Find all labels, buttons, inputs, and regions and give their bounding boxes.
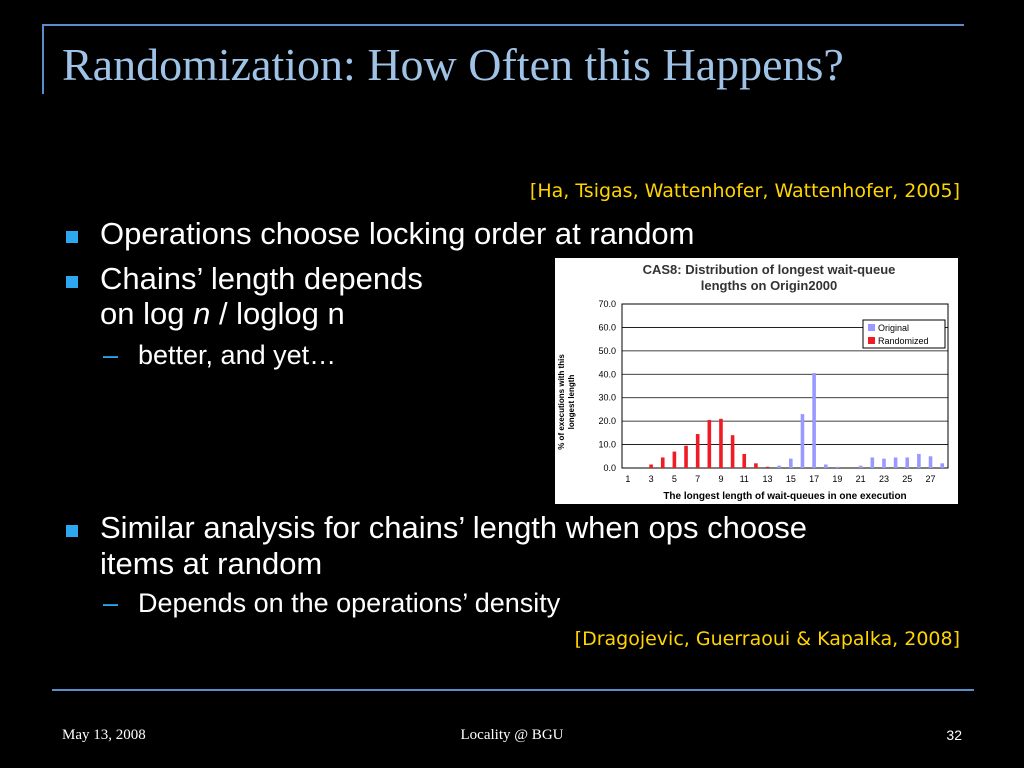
bar-original xyxy=(893,457,898,468)
bar-original xyxy=(870,457,875,468)
y-tick-label: 20.0 xyxy=(598,416,616,426)
legend-swatch-original xyxy=(868,324,875,331)
bar-original xyxy=(800,414,805,468)
bar-randomized xyxy=(684,445,688,468)
slide-title: Randomization: How Often this Happens? xyxy=(62,39,844,90)
footer-center: Locality @ BGU xyxy=(460,727,564,743)
x-tick-label: 27 xyxy=(926,474,936,484)
x-tick-label: 25 xyxy=(902,474,912,484)
bullet-2-line2-prefix: on log xyxy=(100,296,194,331)
x-tick-label: 1 xyxy=(625,474,630,484)
bar-original xyxy=(928,456,933,468)
legend-label-randomized: Randomized xyxy=(878,336,929,346)
x-tick-label: 7 xyxy=(695,474,700,484)
legend-box xyxy=(862,319,946,349)
bullet-3-line2: items at random xyxy=(100,546,323,581)
bullet-2-line2: on log n / loglog n xyxy=(100,296,345,332)
chart-title-line-2: lengths on Origin2000 xyxy=(701,278,838,293)
bar-randomized xyxy=(707,419,712,468)
y-tick-label: 0.0 xyxy=(603,463,616,473)
legend-label-original: Original xyxy=(878,323,909,333)
bar-randomized xyxy=(695,434,700,468)
y-tick-label: 40.0 xyxy=(598,369,616,379)
bar-original xyxy=(777,465,781,468)
bar-randomized xyxy=(754,463,758,468)
bar-randomized xyxy=(730,435,735,468)
y-tick-label: 50.0 xyxy=(598,346,616,356)
x-tick-label: 15 xyxy=(786,474,796,484)
x-tick-label: 17 xyxy=(809,474,819,484)
title-left-rule xyxy=(42,24,44,94)
bullet-2-italic-n: n xyxy=(193,296,211,331)
x-tick-label: 9 xyxy=(718,474,723,484)
bar-chart: CAS8: Distribution of longest wait-queue… xyxy=(555,258,958,504)
x-tick-label: 21 xyxy=(856,474,866,484)
bullet-marker-1 xyxy=(66,231,78,243)
y-tick-labels: 0.0 10.0 20.0 30.0 40.0 50.0 60.0 70.0 xyxy=(598,299,616,473)
footer-page-number: 32 xyxy=(946,727,962,743)
x-tick-label: 11 xyxy=(740,474,749,484)
chart-title-line-1: CAS8: Distribution of longest wait-queue xyxy=(643,262,896,277)
bar-randomized xyxy=(660,457,665,468)
chart-ylabel-line-1: % of executions with this xyxy=(557,354,566,450)
legend-swatch-randomized xyxy=(868,337,875,344)
bullet-marker-3 xyxy=(66,525,78,537)
bar-randomized xyxy=(649,464,653,468)
y-tick-label: 10.0 xyxy=(598,440,616,450)
sub-bullet-2-text: Depends on the operations’ density xyxy=(138,588,561,618)
bullet-1-text: Operations choose locking order at rando… xyxy=(100,216,695,251)
bullet-2-line2-suffix: / loglog n xyxy=(210,296,345,331)
bar-original xyxy=(858,465,863,468)
bullet-2-text: Chains’ length depends xyxy=(100,261,423,296)
bar-original xyxy=(882,458,886,468)
y-tick-label: 60.0 xyxy=(598,322,616,332)
bar-original xyxy=(917,453,921,468)
bar-randomized xyxy=(742,453,747,468)
x-tick-label: 5 xyxy=(672,474,677,484)
title-top-rule xyxy=(42,24,964,26)
sub-bullet-dash-1: – xyxy=(103,340,119,370)
y-tick-label: 70.0 xyxy=(598,299,616,309)
bar-original xyxy=(812,373,816,468)
bar-original xyxy=(940,463,944,468)
bullet-3-text: Similar analysis for chains’ length when… xyxy=(100,510,808,545)
bar-randomized xyxy=(719,418,723,468)
x-tick-label: 19 xyxy=(832,474,842,484)
x-tick-labels: 1 3 5 7 9 11 13 15 17 19 21 23 25 27 xyxy=(625,474,935,484)
y-tick-label: 30.0 xyxy=(598,393,616,403)
bar-original xyxy=(789,458,793,468)
citation-top: [Ha, Tsigas, Wattenhofer, Wattenhofer, 2… xyxy=(529,180,960,202)
bar-randomized xyxy=(672,451,677,468)
x-tick-label: 23 xyxy=(879,474,889,484)
footer-rule xyxy=(52,689,974,691)
bars xyxy=(649,373,944,468)
chart-xlabel: The longest length of wait-queues in one… xyxy=(663,491,906,502)
chart-svg: CAS8: Distribution of longest wait-queue… xyxy=(557,262,949,502)
bar-original xyxy=(835,466,840,468)
x-tick-label: 13 xyxy=(763,474,773,484)
bullet-marker-2 xyxy=(66,276,78,288)
sub-bullet-1-text: better, and yet… xyxy=(138,340,337,370)
footer-date: May 13, 2008 xyxy=(62,727,146,743)
x-tick-label: 3 xyxy=(649,474,654,484)
citation-bottom: [Dragojevic, Guerraoui & Kapalka, 2008] xyxy=(574,628,960,650)
chart-ylabel-line-2: longest length xyxy=(567,375,576,430)
bar-original xyxy=(905,457,910,468)
legend: Original Randomized xyxy=(862,319,946,349)
bar-original xyxy=(823,464,828,468)
sub-bullet-dash-2: – xyxy=(103,588,119,618)
bar-randomized xyxy=(765,466,770,468)
